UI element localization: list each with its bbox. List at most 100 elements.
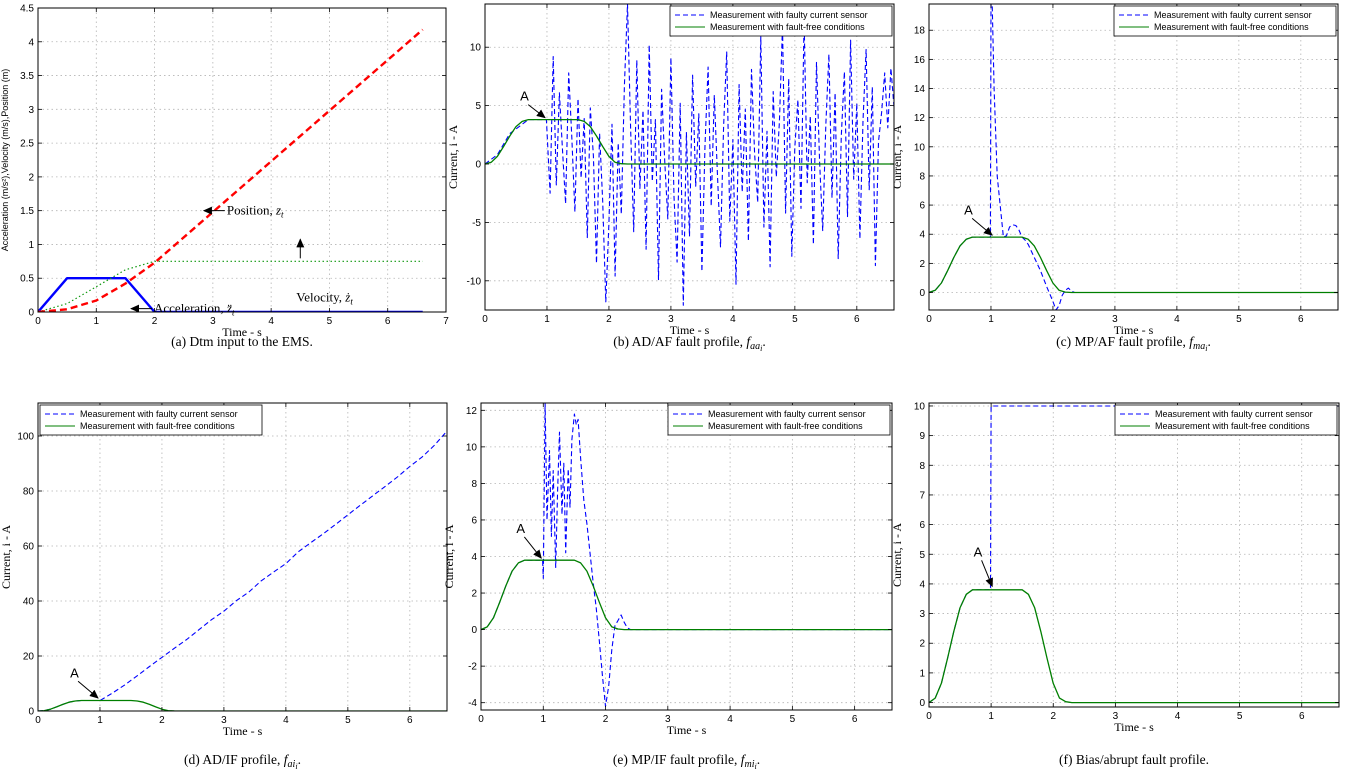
x-tick-label: 3 bbox=[665, 714, 671, 725]
x-tick-label: 4 bbox=[283, 715, 289, 726]
x-tick-label: 4 bbox=[268, 316, 274, 327]
y-axis-label: Current, i - A bbox=[0, 525, 13, 589]
series-line-second-b bbox=[485, 118, 894, 165]
series-group bbox=[38, 430, 447, 711]
x-tick-label: 1 bbox=[97, 715, 103, 726]
y-tick-label: 14 bbox=[914, 84, 926, 95]
y-tick-label: 0 bbox=[475, 160, 481, 171]
annotation-arrow bbox=[523, 536, 542, 559]
y-tick-label: 2 bbox=[919, 639, 925, 650]
x-tick-label: 5 bbox=[1237, 711, 1243, 722]
series-line-second-f bbox=[929, 589, 1339, 704]
x-tick-label: 2 bbox=[152, 316, 158, 327]
caption-sub: aa bbox=[750, 341, 760, 352]
y-tick-label: 0 bbox=[471, 625, 477, 636]
y-tick-label: -10 bbox=[467, 276, 482, 287]
series-line-second-e bbox=[481, 559, 892, 631]
annotation-label: Acceleration, z̈t bbox=[154, 301, 235, 318]
caption-math: f bbox=[284, 752, 290, 767]
series-line-first-d bbox=[38, 430, 447, 711]
annotation-sub: t bbox=[232, 308, 235, 318]
y-axis-label: Current, i - A bbox=[442, 524, 456, 588]
annotation-math: z̈ bbox=[226, 301, 232, 316]
y-tick-label: 2 bbox=[471, 589, 477, 600]
caption: (f) Bias/abrupt fault profile. bbox=[1059, 752, 1209, 767]
y-tick-label: 4 bbox=[919, 230, 925, 241]
y-tick-label: 4 bbox=[471, 552, 477, 563]
x-tick-label: 6 bbox=[1298, 314, 1304, 325]
caption-subsub: i bbox=[755, 762, 757, 771]
legend-box bbox=[1113, 5, 1337, 37]
y-tick-label: 16 bbox=[914, 55, 926, 66]
axes-box bbox=[37, 7, 447, 313]
y-tick-label: 3 bbox=[919, 609, 925, 620]
y-tick-label: 10 bbox=[914, 142, 926, 153]
series-line-second-d bbox=[38, 699, 447, 711]
y-tick-label: -4 bbox=[468, 698, 477, 709]
series-line-first-c bbox=[929, 4, 1338, 310]
legend-label: Measurement with fault-free conditions bbox=[710, 22, 865, 32]
x-tick-label: 6 bbox=[1299, 711, 1305, 722]
series-line-first-b bbox=[485, 4, 894, 306]
annotation-arrow bbox=[77, 680, 99, 699]
annotation-math: z bbox=[275, 203, 281, 218]
x-tick-label: 0 bbox=[926, 314, 932, 325]
caption-sub: ma bbox=[1193, 341, 1205, 352]
annotation-text: Acceleration, bbox=[154, 301, 227, 316]
x-tick-label: 1 bbox=[544, 314, 550, 325]
x-tick-label: 5 bbox=[345, 715, 351, 726]
y-tick-label: 1.5 bbox=[20, 206, 34, 217]
x-tick-label: 0 bbox=[35, 316, 41, 327]
x-axis-label: Time - s bbox=[223, 724, 263, 738]
series-group bbox=[485, 4, 894, 306]
legend: Measurement with faulty current sensor Me… bbox=[1114, 404, 1338, 436]
series-group bbox=[38, 28, 424, 312]
annotation-label: A bbox=[974, 544, 983, 559]
axes-box bbox=[480, 402, 893, 711]
y-tick-label: 1 bbox=[919, 668, 925, 679]
annotation-label: A bbox=[516, 521, 525, 536]
y-tick-label: 60 bbox=[23, 542, 35, 553]
caption-text: (b) AD/AF fault profile, bbox=[613, 334, 746, 349]
axes-box bbox=[928, 3, 1339, 311]
y-tick-label: 6 bbox=[471, 515, 477, 526]
x-tick-label: 4 bbox=[1174, 314, 1180, 325]
y-tick-label: 9 bbox=[919, 431, 925, 442]
legend: Measurement with faulty current sensor Me… bbox=[39, 404, 263, 436]
panel-f: 0 1 2 3 4 5 6 0 1 2 3 4 5 6 7 8 9 10 Time - s Current, i - … bbox=[890, 401, 1340, 767]
annotation-label: A bbox=[70, 665, 79, 680]
caption-period: . bbox=[1207, 334, 1210, 349]
x-axis-label: Time - s bbox=[670, 323, 710, 337]
legend-label: Measurement with fault-free conditions bbox=[80, 421, 235, 431]
legend-label: Measurement with fault-free conditions bbox=[708, 421, 863, 431]
series-group bbox=[481, 403, 892, 707]
annotation-sub: t bbox=[281, 210, 284, 220]
x-tick-label: 1 bbox=[94, 316, 100, 327]
y-tick-label: 3 bbox=[28, 105, 34, 116]
legend-label: Measurement with faulty current sensor bbox=[1154, 10, 1312, 20]
caption-text: (d) AD/IF profile, bbox=[184, 752, 284, 767]
y-tick-label: 5 bbox=[475, 101, 481, 112]
x-tick-label: 4 bbox=[1175, 711, 1181, 722]
y-tick-label: 4 bbox=[28, 37, 34, 48]
x-tick-label: 3 bbox=[210, 316, 216, 327]
annotation-text: Velocity, bbox=[296, 289, 345, 304]
x-tick-label: 7 bbox=[443, 316, 449, 327]
annotation-label: A bbox=[964, 202, 973, 217]
x-tick-label: 1 bbox=[988, 711, 994, 722]
caption: (e) MP/IF fault profile, fmii. bbox=[613, 752, 760, 771]
x-tick-label: 3 bbox=[221, 715, 227, 726]
x-axis-label: Time - s bbox=[1114, 720, 1154, 734]
y-tick-label: 0.5 bbox=[20, 274, 34, 285]
annotation-math: ż bbox=[344, 289, 350, 304]
x-tick-label: 2 bbox=[603, 714, 609, 725]
x-axis-label: Time - s bbox=[667, 723, 707, 737]
x-tick-label: 5 bbox=[790, 714, 796, 725]
x-tick-label: 5 bbox=[792, 314, 798, 325]
y-tick-label: 8 bbox=[919, 171, 925, 182]
y-tick-label: 10 bbox=[470, 43, 482, 54]
y-tick-label: 0 bbox=[919, 698, 925, 709]
